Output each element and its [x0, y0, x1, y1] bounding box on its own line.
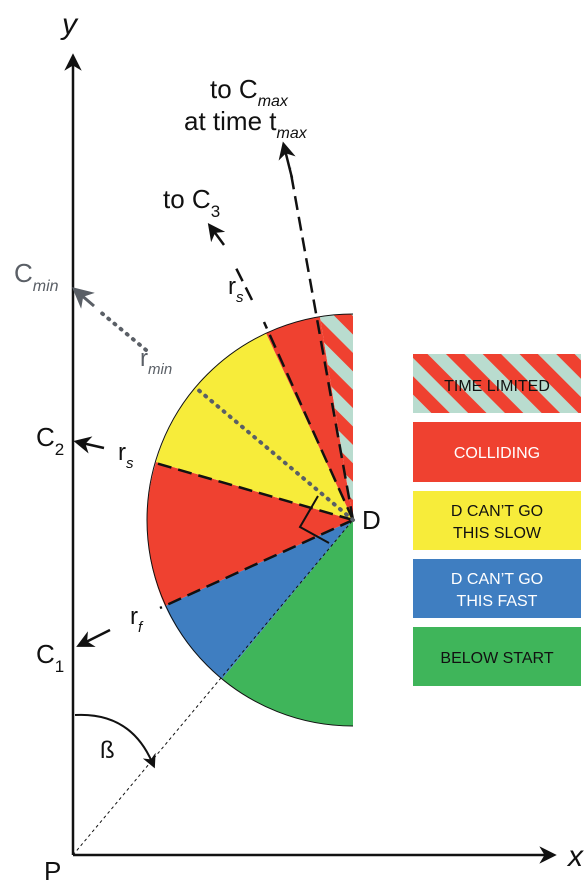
rmin-label: rmin	[140, 345, 172, 378]
legend-label-too-fast-2: THIS FAST	[457, 593, 538, 610]
line-rf	[159, 518, 354, 610]
arrow-to-cmin	[72, 287, 95, 309]
origin-label: P	[44, 856, 61, 882]
legend-swatch-below-start	[413, 627, 581, 686]
sector-too-fast	[165, 520, 353, 679]
line-to-c3	[262, 321, 355, 521]
beta-arc	[74, 713, 156, 769]
line-rs-upper	[234, 267, 254, 301]
legend-below-start: BELOW START	[413, 627, 581, 686]
legend-too-fast: D CAN’T GO THIS FAST	[413, 559, 581, 618]
sector-group	[146, 313, 354, 727]
semicircle-outline	[146, 313, 354, 727]
legend-label-too-fast-1: D CAN’T GO	[451, 571, 543, 588]
legend-label-too-slow-2: THIS SLOW	[453, 525, 542, 542]
legend-swatch-too-slow	[413, 491, 581, 550]
rf-label: rf	[130, 603, 144, 636]
arrow-to-c1	[76, 628, 111, 647]
arrow-to-c3	[207, 222, 226, 246]
legend-colliding: COLLIDING	[413, 422, 581, 482]
line-to-cmax	[288, 167, 355, 521]
beta-label: ß	[100, 737, 115, 764]
arrow-to-c2	[73, 436, 105, 454]
line-rmin	[194, 386, 355, 522]
to-c3-label: to C3	[163, 184, 220, 221]
y-axis-label: y	[60, 8, 79, 41]
sector-too-slow	[156, 333, 353, 520]
right-angle-marker	[298, 495, 330, 544]
legend-too-slow: D CAN’T GO THIS SLOW	[413, 491, 581, 550]
arrow-to-cmax	[278, 141, 296, 179]
rs-upper-label: rs	[228, 273, 244, 306]
to-cmax-line1: to Cmax	[210, 74, 289, 110]
legend-swatch-too-fast	[413, 559, 581, 618]
to-cmax-line2: at time tmax	[184, 106, 308, 142]
sector-below-start	[222, 520, 353, 727]
legend-time-limited: TIME LIMITED	[413, 354, 581, 413]
c1-label: C1	[36, 639, 64, 676]
point-d-label: D	[362, 505, 381, 535]
line-rmin-outer	[96, 308, 148, 352]
x-axis-label: x	[566, 840, 584, 873]
cmin-label: Cmin	[14, 258, 59, 295]
p-to-d-line	[72, 519, 354, 856]
legend-swatch-time-limited	[413, 354, 581, 413]
legend-label-too-slow-1: D CAN’T GO	[451, 503, 543, 520]
legend-label-below-start: BELOW START	[440, 650, 553, 667]
c2-label: C2	[36, 422, 64, 459]
line-rs-lower	[151, 460, 354, 522]
legend-swatch-colliding	[413, 422, 581, 482]
legend: TIME LIMITED COLLIDING D CAN’T GO THIS S…	[413, 354, 581, 686]
legend-label-colliding: COLLIDING	[454, 445, 540, 462]
legend-label-time-limited: TIME LIMITED	[444, 378, 550, 395]
rs-lower-label: rs	[118, 439, 134, 472]
sector-colliding-lower	[147, 462, 353, 606]
